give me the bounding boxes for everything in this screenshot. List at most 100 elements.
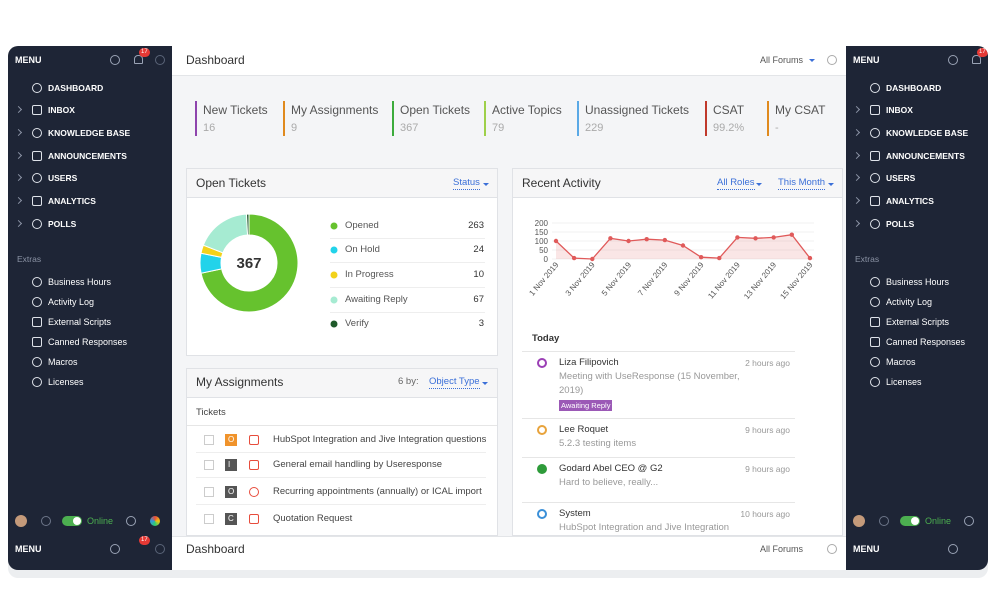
filter-link[interactable]: All Roles (717, 177, 755, 190)
activity-name[interactable]: Liza Filipovich (559, 357, 619, 368)
bell-icon (972, 55, 981, 64)
filter-link[interactable]: Status (453, 177, 480, 190)
x-tick-label: 11 Nov 2019 (706, 260, 742, 301)
type-letter: O (228, 435, 235, 444)
toggle-knob (73, 517, 81, 525)
legend-dot (330, 320, 338, 328)
panel (512, 168, 843, 536)
stat-label[interactable]: Unassigned Tickets (585, 103, 690, 117)
stat-value: 367 (400, 122, 419, 134)
type-badge: O (225, 434, 237, 446)
checkbox[interactable] (204, 514, 214, 524)
filter-link[interactable]: Object Type (429, 376, 480, 389)
activity-name[interactable]: Lee Roquet (559, 424, 609, 435)
nav-item[interactable]: KNOWLEDGE BASE (886, 128, 969, 138)
legend-dot (330, 222, 338, 230)
activity-name[interactable]: System (559, 508, 591, 519)
icon (41, 516, 51, 526)
filter-link[interactable]: This Month (778, 177, 825, 190)
divider (330, 287, 485, 288)
ticket-title[interactable]: General email handling by Useresponse (273, 459, 442, 470)
divider (522, 418, 795, 419)
status: Online (87, 516, 114, 526)
stat-label[interactable]: My CSAT (775, 103, 826, 117)
nav-item[interactable]: USERS (48, 173, 78, 183)
type-letter: C (228, 514, 234, 523)
nav-item[interactable]: POLLS (886, 219, 915, 229)
extras-item[interactable]: Business Hours (886, 277, 950, 287)
extras-item[interactable]: Canned Responses (886, 337, 966, 347)
checkbox[interactable] (204, 460, 214, 470)
stat-bar (767, 101, 769, 136)
extras-item[interactable]: Macros (886, 357, 916, 367)
icon (249, 487, 259, 497)
activity-name[interactable]: Godard Abel CEO @ G2 (559, 463, 663, 474)
stat-label[interactable]: Active Topics (492, 103, 562, 117)
panel-header (186, 368, 498, 398)
stat-label[interactable]: CSAT (713, 103, 745, 117)
extras-item[interactable]: Activity Log (48, 297, 95, 307)
line-point (807, 255, 813, 261)
checkbox[interactable] (204, 487, 214, 497)
nav-item[interactable]: DASHBOARD (48, 83, 104, 93)
nav-item[interactable]: KNOWLEDGE BASE (48, 128, 131, 138)
forum-filter[interactable]: All Forums (760, 544, 804, 554)
nav-item[interactable]: DASHBOARD (886, 83, 942, 93)
extras-item[interactable]: External Scripts (48, 317, 112, 327)
activity-icon (537, 464, 547, 474)
forum-filter[interactable]: All Forums (760, 55, 804, 65)
stat-label[interactable]: My Assignments (291, 103, 379, 117)
y-tick-label: 100 (535, 237, 549, 246)
extras-item[interactable]: External Scripts (886, 317, 950, 327)
toggle[interactable] (62, 516, 82, 526)
nav-item[interactable]: ANALYTICS (48, 196, 96, 206)
activity-time: 9 hours ago (745, 464, 790, 474)
stat-value: 79 (492, 122, 505, 134)
count-label: 6 by: (398, 376, 419, 387)
menu-title: MENU (15, 55, 42, 65)
icon (827, 55, 837, 65)
stat-bar (705, 101, 707, 136)
activity-text: HubSpot Integration and Jive Integration (559, 522, 730, 533)
nav-item[interactable]: ANNOUNCEMENTS (886, 151, 965, 161)
stat-label[interactable]: New Tickets (203, 103, 268, 117)
extras-item[interactable]: Activity Log (886, 297, 933, 307)
notification-badge[interactable]: 17 (139, 536, 150, 545)
menu-title: MENU (15, 544, 42, 554)
legend-label: Awaiting Reply (345, 294, 408, 305)
line-point (698, 255, 704, 260)
divider (196, 504, 486, 505)
stat-value: 229 (585, 122, 604, 134)
nav-item[interactable]: POLLS (48, 219, 77, 229)
activity-icon (537, 358, 547, 368)
icon (870, 219, 880, 229)
type-letter: I (228, 460, 231, 469)
x-tick-label: 7 Nov 2019 (636, 260, 670, 298)
icon (32, 357, 42, 367)
nav-item[interactable]: INBOX (886, 105, 913, 115)
ticket-title[interactable]: HubSpot Integration and Jive Integration… (273, 434, 487, 445)
nav-item[interactable]: INBOX (48, 105, 75, 115)
menu-title: MENU (853, 55, 880, 65)
nav-item[interactable]: ANNOUNCEMENTS (48, 151, 127, 161)
extras-item[interactable]: Canned Responses (48, 337, 128, 347)
stat-label[interactable]: Open Tickets (400, 103, 471, 117)
panel-title: Open Tickets (196, 176, 267, 190)
extras-item[interactable]: Licenses (48, 377, 84, 387)
ticket-title[interactable]: Quotation Request (273, 513, 353, 524)
nav-item[interactable]: USERS (886, 173, 916, 183)
ticket-title[interactable]: Recurring appointments (annually) or ICA… (273, 486, 482, 497)
checkbox[interactable] (204, 435, 214, 445)
icon (879, 516, 889, 526)
extras-item[interactable]: Business Hours (48, 277, 112, 287)
legend-label: Verify (345, 318, 369, 329)
notification-badge[interactable]: 17 (977, 48, 988, 57)
icon (870, 128, 880, 138)
extras-item[interactable]: Licenses (886, 377, 922, 387)
nav-item[interactable]: ANALYTICS (886, 196, 934, 206)
legend-value: 3 (478, 318, 484, 329)
extras-item[interactable]: Macros (48, 357, 78, 367)
y-tick-label: 200 (535, 219, 549, 228)
toggle[interactable] (900, 516, 920, 526)
notification-badge[interactable]: 17 (139, 48, 150, 57)
